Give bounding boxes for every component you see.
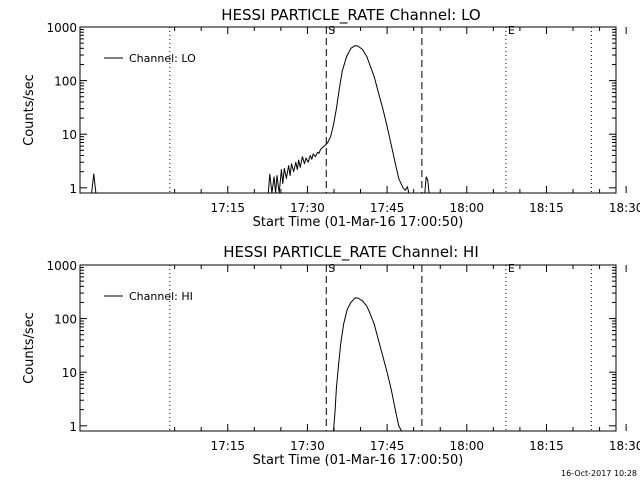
legend-label: Channel: HI [129, 290, 193, 303]
plot-frame [79, 26, 617, 194]
x-axis-label: Start Time (01-Mar-16 17:00:50) [253, 453, 464, 468]
y-tick-label: 1 [69, 182, 77, 196]
y-tick-label: 1000 [46, 21, 77, 35]
y-tick-label: 100 [54, 75, 77, 89]
y-tick-label: 10 [62, 128, 77, 142]
chart-title: HESSI PARTICLE_RATE Channel: LO [221, 6, 480, 25]
y-tick-label: 100 [54, 313, 77, 327]
marker-label: S [328, 24, 335, 37]
x-tick-label: 18:30 [609, 201, 640, 215]
x-tick-label: 18:15 [529, 439, 564, 453]
marker-label: E [508, 24, 515, 37]
x-tick-label: 18:00 [449, 201, 484, 215]
y-tick-label: 1 [69, 420, 77, 434]
plot-timestamp: 16-Oct-2017 10:28 [561, 469, 637, 478]
x-tick-label: 17:30 [290, 201, 325, 215]
x-tick-label: 18:15 [529, 201, 564, 215]
y-axis-label: Counts/sec [22, 74, 37, 146]
x-tick-label: 18:00 [449, 439, 484, 453]
y-tick-label: 1000 [46, 259, 77, 273]
x-tick-label: 17:45 [370, 201, 405, 215]
plot-frame [79, 264, 617, 432]
x-tick-label: 17:15 [210, 439, 245, 453]
y-tick-label: 10 [62, 366, 77, 380]
marker-label: E [508, 262, 515, 275]
series-line [80, 45, 616, 194]
series-line [80, 297, 616, 432]
x-axis-label: Start Time (01-Mar-16 17:00:50) [253, 215, 464, 230]
x-tick-label: 18:30 [609, 439, 640, 453]
panel-hi: HESSI PARTICLE_RATE Channel: HI 1 10 100 100… [22, 243, 640, 468]
y-axis-label: Counts/sec [22, 312, 37, 384]
panel-lo: HESSI PARTICLE_RATE Channel: LO 1 10 100 100… [22, 6, 640, 230]
legend-label: Channel: LO [129, 52, 196, 65]
x-tick-label: 17:15 [210, 201, 245, 215]
x-tick-label: 17:45 [370, 439, 405, 453]
chart-title: HESSI PARTICLE_RATE Channel: HI [223, 243, 479, 262]
marker-label: S [328, 262, 335, 275]
x-tick-label: 17:30 [290, 439, 325, 453]
